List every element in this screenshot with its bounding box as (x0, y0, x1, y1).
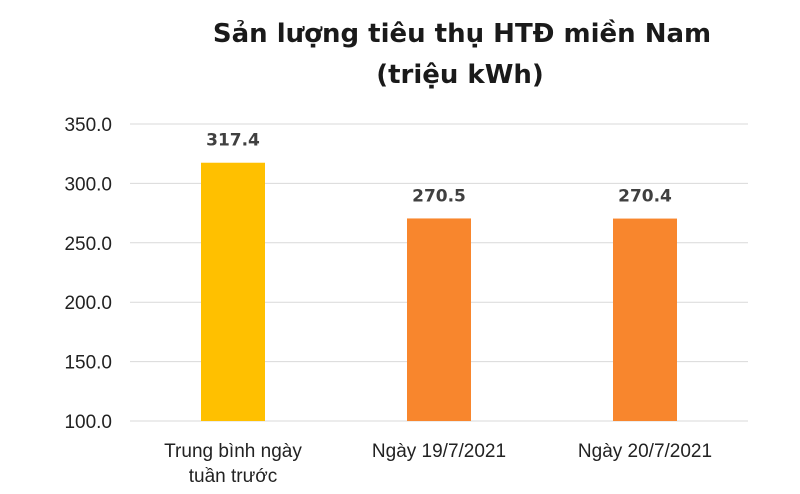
x-category-label: Ngày 20/7/2021 (578, 441, 712, 462)
data-labels: 317.4 270.5 270.4 (206, 131, 672, 207)
y-axis-ticks: 100.0 150.0 200.0 250.0 300.0 350.0 (64, 115, 112, 433)
data-label: 270.4 (618, 187, 672, 207)
data-label: 270.5 (412, 186, 466, 206)
bar (613, 218, 677, 421)
y-tick-label: 300.0 (64, 174, 112, 195)
data-label: 317.4 (206, 131, 260, 151)
bars (201, 162, 677, 421)
chart-subtitle: (triệu kWh) (376, 60, 544, 90)
chart-title: Sản lượng tiêu thụ HTĐ miền Nam (213, 18, 711, 49)
x-category-line: tuần trước (189, 466, 278, 487)
bar (407, 218, 471, 421)
x-category-label: Trung bình ngày tuần trước (164, 441, 302, 487)
y-tick-label: 150.0 (64, 353, 112, 374)
y-tick-label: 200.0 (64, 293, 112, 314)
x-category-label: Ngày 19/7/2021 (372, 441, 506, 462)
x-axis-categories: Trung bình ngày tuần trước Ngày 19/7/2021 N… (164, 441, 712, 487)
x-category-line: Ngày 20/7/2021 (578, 441, 712, 462)
y-tick-label: 100.0 (64, 412, 112, 433)
y-tick-label: 250.0 (64, 234, 112, 255)
bar (201, 162, 265, 421)
x-category-line: Ngày 19/7/2021 (372, 441, 506, 462)
x-category-line: Trung bình ngày (164, 441, 302, 462)
y-tick-label: 350.0 (64, 115, 112, 136)
